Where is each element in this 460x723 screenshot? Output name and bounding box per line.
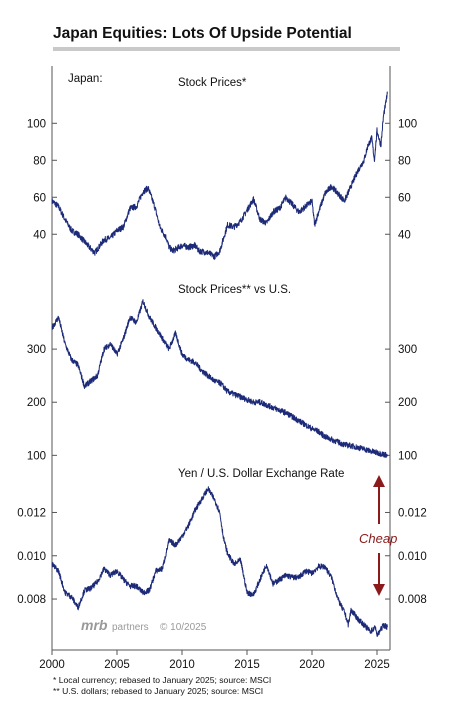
- series-line-1: [51, 91, 388, 260]
- xtick-label: 2000: [39, 659, 65, 671]
- ytick-label-right: 100: [398, 118, 417, 130]
- title-rule: [53, 47, 400, 51]
- cheap-arrowhead-up: [373, 475, 385, 487]
- panel-1-title: Stock Prices*: [178, 77, 247, 89]
- cheap-annotation: Cheap: [359, 475, 397, 596]
- ytick-label-left: 300: [27, 344, 46, 356]
- ytick-label-right: 100: [398, 450, 417, 462]
- series-line-2: [51, 299, 388, 458]
- ytick-label-left: 100: [27, 450, 46, 462]
- footnotes: * Local currency; rebased to January 202…: [53, 675, 271, 697]
- series-line-3: [51, 486, 388, 637]
- ytick-label-right: 60: [398, 192, 411, 204]
- xtick-label: 2010: [169, 659, 195, 671]
- panel-2-title: Stock Prices** vs U.S.: [178, 284, 291, 296]
- ytick-label-left: 0.008: [17, 594, 46, 606]
- ytick-label-left: 60: [33, 192, 46, 204]
- series-lines: [51, 91, 388, 637]
- logo-suffix: partners: [112, 622, 149, 633]
- footnote-2: ** U.S. dollars; rebased to January 2025…: [53, 686, 264, 696]
- ytick-label-left: 100: [27, 118, 46, 130]
- panel-3-title: Yen / U.S. Dollar Exchange Rate: [178, 468, 344, 480]
- ytick-label-left: 0.010: [17, 551, 46, 563]
- ytick-label-right: 0.008: [398, 594, 427, 606]
- xtick-label: 2020: [299, 659, 325, 671]
- xtick-label: 2015: [234, 659, 260, 671]
- footnote-1: * Local currency; rebased to January 202…: [53, 675, 272, 685]
- ytick-label-left: 200: [27, 397, 46, 409]
- ytick-label-left: 80: [33, 155, 46, 167]
- ytick-label-left: 40: [33, 229, 46, 241]
- ytick-label-right: 200: [398, 397, 417, 409]
- ytick-label-right: 0.012: [398, 507, 427, 519]
- mrb-logo: mrb partners © 10/2025: [81, 617, 207, 633]
- cheap-arrowhead-down: [373, 584, 385, 596]
- logo-date: © 10/2025: [160, 622, 207, 633]
- axis-ticks: 40 40 60 60 80 80 100 100 100 100 200 200 300 300 0.00…: [17, 118, 427, 671]
- page-title: Japan Equities: Lots Of Upside Potential: [53, 25, 352, 42]
- ytick-label-right: 40: [398, 229, 411, 241]
- xtick-label: 2005: [104, 659, 130, 671]
- panel-1-label: Japan:: [68, 73, 103, 85]
- ytick-label-right: 80: [398, 155, 411, 167]
- ytick-label-right: 0.010: [398, 551, 427, 563]
- ytick-label-left: 0.012: [17, 507, 46, 519]
- ytick-label-right: 300: [398, 344, 417, 356]
- cheap-label: Cheap: [359, 531, 397, 546]
- xtick-label: 2025: [364, 659, 390, 671]
- logo-brand: mrb: [81, 617, 108, 633]
